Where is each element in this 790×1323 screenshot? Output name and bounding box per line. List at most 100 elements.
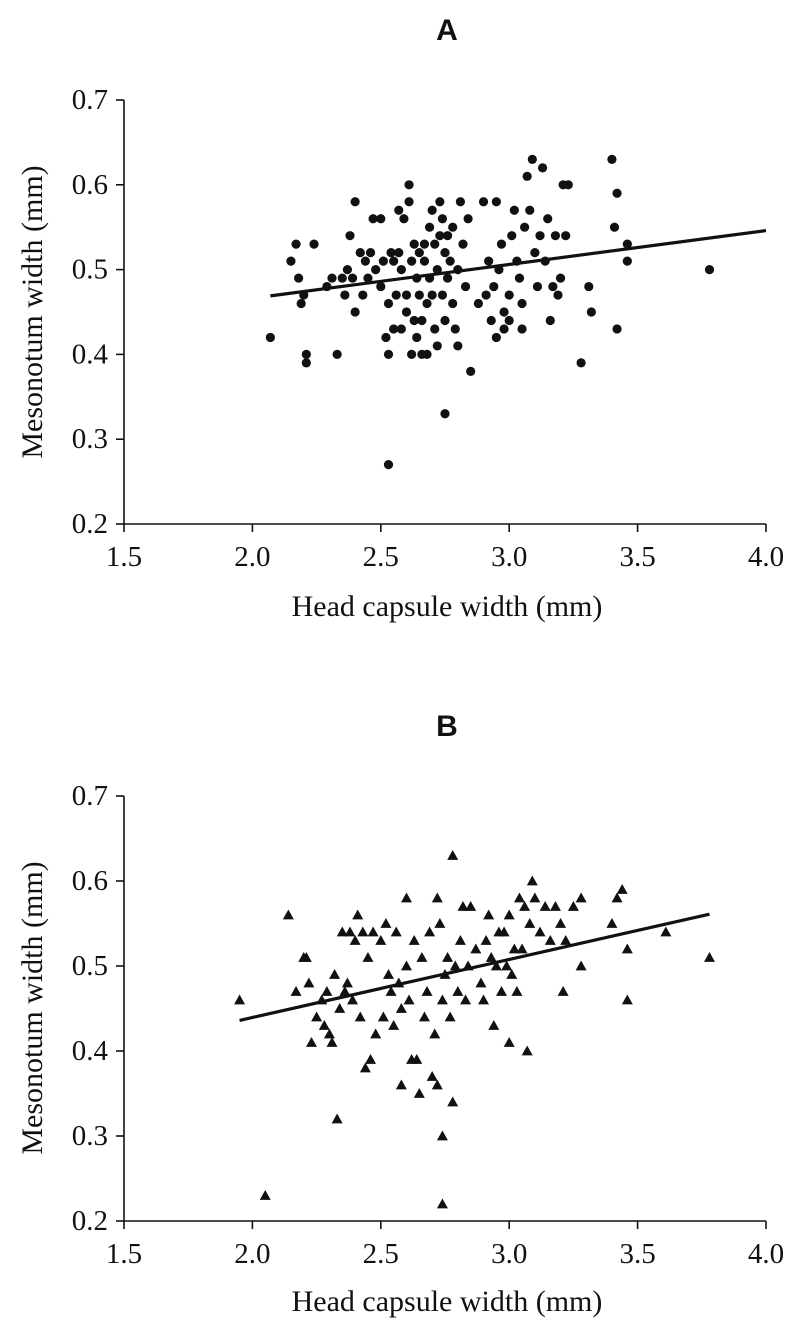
panel-a-data-point (401, 290, 412, 300)
panel-a-data-point (401, 307, 412, 317)
panel-a-y-ticks: 0.2 0.3 0.4 0.5 0.6 0.7 (72, 84, 124, 540)
panel-a-data-point (466, 366, 476, 376)
panel-a-data-point (437, 214, 448, 224)
panel-a-data-point (427, 290, 437, 300)
panel-a-data-point (419, 239, 430, 249)
panel-b-y-tick-label: 0.3 (72, 1120, 108, 1152)
panel-a-data-point (442, 231, 453, 241)
panel-b-data-point (318, 1020, 330, 1030)
panel-b-data-point (421, 986, 433, 996)
panel-b-data-point (400, 892, 412, 903)
panel-b-data-point (544, 935, 556, 945)
panel-a-data-point (507, 231, 517, 241)
panel-b-y-tick-label: 0.7 (72, 780, 108, 812)
panel-b-data-point (513, 892, 525, 903)
panel-a-data-point (450, 324, 460, 334)
panel-b-data-point (503, 909, 515, 920)
panel-b-data-point (560, 935, 572, 945)
panel-a-data-point (496, 239, 507, 249)
panel-b-data-point (575, 892, 587, 903)
panel-b-points (234, 850, 716, 1209)
panel-a-y-tick-label: 0.7 (72, 84, 108, 116)
panel-a-x-ticks: 1.5 2.0 2.5 3.0 3.5 4.0 (106, 524, 784, 573)
panel-b-data-point (621, 994, 633, 1005)
panel-a-data-point (491, 332, 501, 343)
panel-b-y-tick-label: 0.6 (72, 865, 108, 897)
panel-b-data-point (475, 977, 487, 988)
panel-a-data-point (414, 290, 424, 300)
panel-a-data-point (309, 239, 319, 249)
panel-b-data-point (403, 994, 415, 1005)
panel-a-x-tick-label: 1.5 (106, 541, 142, 573)
panel-a-fit-line (270, 229, 767, 298)
panel-a-y-tick-label: 0.6 (72, 169, 108, 201)
panel-a-data-point (440, 248, 450, 258)
panel-a-data-point (381, 332, 391, 343)
panel-a-y-tick-label: 0.2 (72, 508, 108, 540)
panel-a-data-point (422, 298, 432, 309)
panel-b-data-point (465, 901, 477, 911)
panel-b-data-point (567, 901, 579, 911)
panel-a-data-point (407, 349, 417, 359)
panel-a-x-tick-label: 3.5 (619, 541, 655, 573)
panel-b-data-point (557, 986, 569, 996)
panel-b-data-point (447, 850, 459, 860)
panel-a-data-point (550, 231, 561, 241)
panel-a-data-point (396, 324, 406, 334)
panel-a-data-point (491, 197, 501, 207)
panel-a-data-point (363, 273, 373, 283)
panel-a-data-point (584, 281, 594, 292)
panel-b-data-point (457, 901, 469, 911)
panel-a-data-point (435, 231, 445, 241)
panel-a-x-tick-label: 2.0 (234, 541, 270, 573)
panel-b-data-point (339, 986, 351, 996)
panel-a-data-point (517, 324, 527, 334)
panel-b-data-point (331, 1113, 343, 1124)
panel-b-data-point (380, 918, 392, 928)
panel-b-y-tick-label: 0.5 (72, 950, 108, 982)
panel-a-data-point (563, 180, 573, 190)
panel-b-data-point (454, 935, 466, 945)
panel-a-data-point (473, 298, 483, 309)
panel-a-data-point (345, 231, 355, 241)
panel-a-data-point (530, 248, 540, 258)
panel-b-data-point (426, 1071, 438, 1081)
panel-b-data-point (349, 935, 361, 945)
panel-b-data-point (362, 952, 374, 962)
panel-a-data-point (337, 273, 347, 283)
panel-a-data-point (532, 281, 543, 292)
panel-a-data-point (435, 197, 445, 207)
panel-b-data-point (375, 935, 387, 945)
panel-b-data-point (370, 1028, 382, 1039)
panel-b-data-point (516, 943, 528, 954)
panel-a-data-point (432, 265, 442, 275)
panel-b-data-point (311, 1011, 323, 1022)
panel-a-data-point (417, 315, 427, 326)
panel-b-data-point (436, 994, 448, 1005)
panel-b-data-point (611, 892, 623, 903)
panel-a-data-point (520, 222, 530, 232)
panel-a-data-point (422, 349, 432, 359)
panel-a-points (265, 154, 715, 470)
panel-a-data-point (342, 265, 353, 275)
panel-a-data-point (404, 180, 414, 190)
panel-a-data-point (358, 290, 368, 300)
panel-b: B 0.2 0.3 0.4 0.5 0.6 0.7 1.5 2.0 2.5 (16, 710, 784, 1318)
panel-b-data-point (511, 986, 523, 996)
panel-a-data-point (453, 341, 463, 351)
panel-b-x-tick-label: 2.5 (363, 1238, 399, 1270)
panel-a-data-point (504, 315, 514, 326)
panel-a-y-axis-title: Mesonotum width (mm) (16, 165, 49, 458)
panel-a-data-point (394, 248, 404, 258)
panel-b-y-axis-title: Mesonotum width (mm) (16, 861, 49, 1154)
panel-a: A 0.2 0.3 0.4 0.5 0.6 0.7 1.5 2.0 2.5 (16, 14, 784, 623)
panel-b-data-point (452, 986, 464, 996)
panel-b-data-point (357, 926, 369, 937)
panel-a-x-axis-title: Head capsule width (mm) (292, 590, 603, 623)
panel-a-data-point (527, 154, 537, 164)
panel-b-data-point (444, 1011, 456, 1022)
panel-a-data-point (499, 307, 509, 317)
panel-b-data-point (424, 926, 436, 937)
panel-b-data-point (377, 1011, 389, 1022)
